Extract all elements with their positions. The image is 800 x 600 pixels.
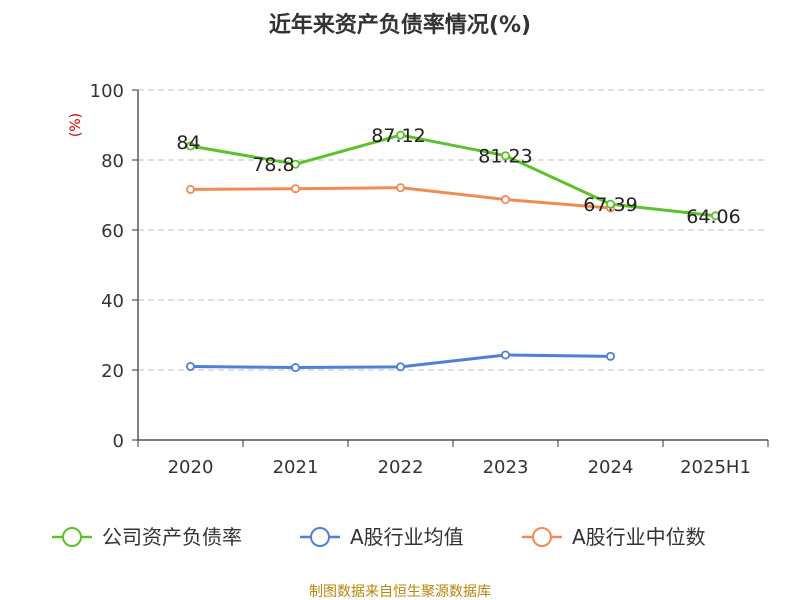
legend-marker bbox=[532, 527, 552, 547]
data-point bbox=[500, 350, 510, 360]
y-tick-label: 40 bbox=[101, 291, 124, 312]
data-point bbox=[500, 151, 510, 161]
y-axis-unit-label: (%) bbox=[68, 113, 84, 137]
data-label: 67.39 bbox=[583, 194, 637, 216]
y-tick-label: 20 bbox=[101, 361, 124, 382]
y-axis-ticks: 0 20 40 60 80 100 bbox=[90, 81, 138, 452]
data-point bbox=[290, 363, 300, 373]
x-tick-label: 2024 bbox=[588, 457, 634, 478]
y-tick-label: 80 bbox=[101, 151, 124, 172]
legend-marker bbox=[310, 527, 330, 547]
chart-title: 近年来资产负债率情况(%) bbox=[269, 12, 531, 38]
data-point bbox=[395, 362, 405, 372]
data-point bbox=[290, 184, 300, 194]
data-point bbox=[185, 141, 195, 151]
y-tick-label: 0 bbox=[113, 431, 124, 452]
data-point bbox=[290, 159, 300, 169]
data-point bbox=[185, 361, 195, 371]
data-point bbox=[185, 184, 195, 194]
x-tick-label: 2021 bbox=[273, 457, 319, 478]
x-axis-ticks: 2020 2021 2022 2023 2024 2025H1 bbox=[137, 440, 769, 478]
legend-item-0[interactable]: 公司资产负债率 bbox=[52, 525, 242, 549]
data-point bbox=[711, 211, 721, 221]
data-label: 87.12 bbox=[371, 125, 425, 147]
series-line-0 bbox=[190, 133, 716, 218]
data-point bbox=[606, 199, 616, 209]
legend-label: A股行业中位数 bbox=[572, 525, 706, 549]
legend: 公司资产负债率 A股行业均值 A股行业中位数 bbox=[52, 525, 706, 549]
data-label: 81.23 bbox=[478, 146, 532, 168]
data-label: 78.8 bbox=[252, 154, 294, 176]
data-point bbox=[395, 130, 405, 140]
axes bbox=[137, 90, 768, 441]
legend-marker bbox=[62, 527, 82, 547]
legend-item-1[interactable]: A股行业均值 bbox=[300, 525, 464, 549]
legend-label: A股行业均值 bbox=[350, 525, 464, 549]
data-point bbox=[395, 183, 405, 193]
y-tick-label: 100 bbox=[90, 81, 124, 102]
x-tick-label: 2022 bbox=[378, 457, 424, 478]
data-label: 64.06 bbox=[686, 206, 740, 228]
data-label: 84 bbox=[176, 132, 200, 154]
legend-item-2[interactable]: A股行业中位数 bbox=[522, 525, 706, 549]
source-note: 制图数据来自恒生聚源数据库 bbox=[309, 584, 491, 600]
series-group bbox=[185, 130, 721, 373]
data-point bbox=[500, 195, 510, 205]
data-labels: 84 78.8 87.12 81.23 67.39 64.06 bbox=[176, 125, 740, 228]
data-point bbox=[606, 351, 616, 361]
grid-lines bbox=[138, 89, 768, 371]
x-tick-label: 2023 bbox=[483, 457, 529, 478]
legend-label: 公司资产负债率 bbox=[102, 525, 242, 549]
x-tick-label: 2025H1 bbox=[680, 457, 751, 478]
x-tick-label: 2020 bbox=[168, 457, 214, 478]
y-tick-label: 60 bbox=[101, 221, 124, 242]
